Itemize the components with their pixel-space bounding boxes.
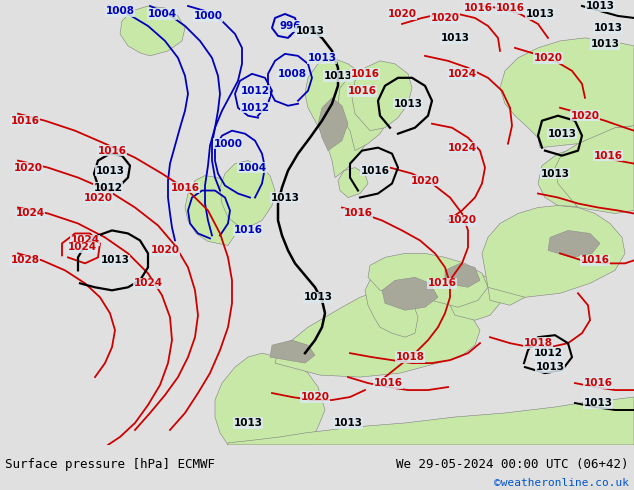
Text: 1008: 1008: [278, 69, 306, 79]
Text: 1013: 1013: [548, 129, 576, 139]
Text: 1016: 1016: [98, 146, 127, 156]
Text: 1016: 1016: [427, 278, 456, 288]
Polygon shape: [365, 275, 418, 337]
Polygon shape: [352, 61, 412, 131]
Text: 1020: 1020: [448, 216, 477, 225]
Polygon shape: [382, 277, 438, 310]
Polygon shape: [555, 126, 634, 214]
Polygon shape: [305, 58, 378, 177]
Text: 1028: 1028: [11, 255, 39, 266]
Text: 1024: 1024: [67, 243, 96, 252]
Text: 1018: 1018: [396, 352, 425, 362]
Text: 1016: 1016: [233, 225, 262, 235]
Text: 1020: 1020: [410, 175, 439, 186]
Text: 1013: 1013: [307, 53, 337, 63]
Text: 1016: 1016: [463, 3, 493, 13]
Text: 1000: 1000: [193, 11, 223, 21]
Text: 1016: 1016: [581, 255, 609, 266]
Text: 1004: 1004: [238, 163, 266, 172]
Polygon shape: [270, 340, 315, 363]
Text: 1000: 1000: [214, 139, 242, 148]
Text: 1013: 1013: [323, 71, 353, 81]
Text: 1020: 1020: [571, 111, 600, 121]
Polygon shape: [338, 71, 395, 150]
Text: 1013: 1013: [271, 193, 299, 202]
Text: 1013: 1013: [304, 292, 332, 302]
Text: 1020: 1020: [387, 9, 417, 19]
Polygon shape: [405, 268, 432, 297]
Text: 1016: 1016: [171, 183, 200, 193]
Text: 1013: 1013: [586, 1, 614, 11]
Polygon shape: [548, 230, 600, 257]
Text: 1020: 1020: [301, 392, 330, 402]
Text: Surface pressure [hPa] ECMWF: Surface pressure [hPa] ECMWF: [5, 458, 215, 471]
Text: 1012: 1012: [240, 86, 269, 96]
Text: 1018: 1018: [524, 338, 552, 348]
Text: 1013: 1013: [541, 169, 569, 178]
Text: ©weatheronline.co.uk: ©weatheronline.co.uk: [494, 478, 629, 488]
Text: 1020: 1020: [84, 193, 112, 202]
Text: 1012: 1012: [93, 183, 122, 193]
Text: 1013: 1013: [526, 9, 555, 19]
Polygon shape: [488, 268, 528, 305]
Text: 1013: 1013: [96, 166, 124, 175]
Text: 1016: 1016: [351, 69, 380, 79]
Polygon shape: [368, 253, 488, 307]
Polygon shape: [538, 147, 634, 207]
Text: 1016: 1016: [11, 116, 39, 126]
Text: 1016: 1016: [361, 166, 389, 175]
Text: 1020: 1020: [13, 163, 42, 172]
Polygon shape: [500, 38, 634, 147]
Text: 1024: 1024: [15, 208, 44, 219]
Text: 1016: 1016: [583, 378, 612, 388]
Text: 1013: 1013: [593, 23, 623, 33]
Text: 1013: 1013: [233, 418, 262, 428]
Text: 1013: 1013: [394, 99, 422, 109]
Polygon shape: [220, 161, 275, 227]
Text: 1016: 1016: [344, 208, 373, 219]
Text: 1016: 1016: [373, 378, 403, 388]
Text: 1013: 1013: [441, 33, 470, 43]
Text: 996: 996: [279, 21, 301, 31]
Polygon shape: [318, 98, 348, 150]
Text: 1013: 1013: [101, 255, 129, 266]
Polygon shape: [228, 397, 634, 445]
Text: 1013: 1013: [536, 362, 564, 372]
Text: 1016: 1016: [347, 86, 377, 96]
Text: 1016: 1016: [496, 3, 524, 13]
Text: 1016: 1016: [593, 150, 623, 161]
Text: 1024: 1024: [448, 143, 477, 153]
Text: 1024: 1024: [133, 278, 162, 288]
Text: 1020: 1020: [533, 53, 562, 63]
Text: 1008: 1008: [105, 6, 134, 16]
Text: 1012: 1012: [240, 103, 269, 113]
Polygon shape: [338, 168, 368, 197]
Text: We 29-05-2024 00:00 UTC (06+42): We 29-05-2024 00:00 UTC (06+42): [396, 458, 629, 471]
Text: 1024: 1024: [448, 69, 477, 79]
Polygon shape: [275, 287, 480, 377]
Text: 1024: 1024: [70, 235, 100, 245]
Text: 1020: 1020: [430, 13, 460, 23]
Text: 1013: 1013: [583, 398, 612, 408]
Polygon shape: [445, 263, 480, 287]
Polygon shape: [482, 205, 625, 297]
Polygon shape: [120, 6, 185, 56]
Text: 1013: 1013: [333, 418, 363, 428]
Text: 1013: 1013: [295, 26, 325, 36]
Text: 1013: 1013: [590, 39, 619, 49]
Polygon shape: [185, 175, 242, 245]
Polygon shape: [215, 353, 325, 445]
Polygon shape: [450, 273, 500, 320]
Text: 1004: 1004: [148, 9, 176, 19]
Text: 1020: 1020: [150, 245, 179, 255]
Text: 1012: 1012: [533, 348, 562, 358]
